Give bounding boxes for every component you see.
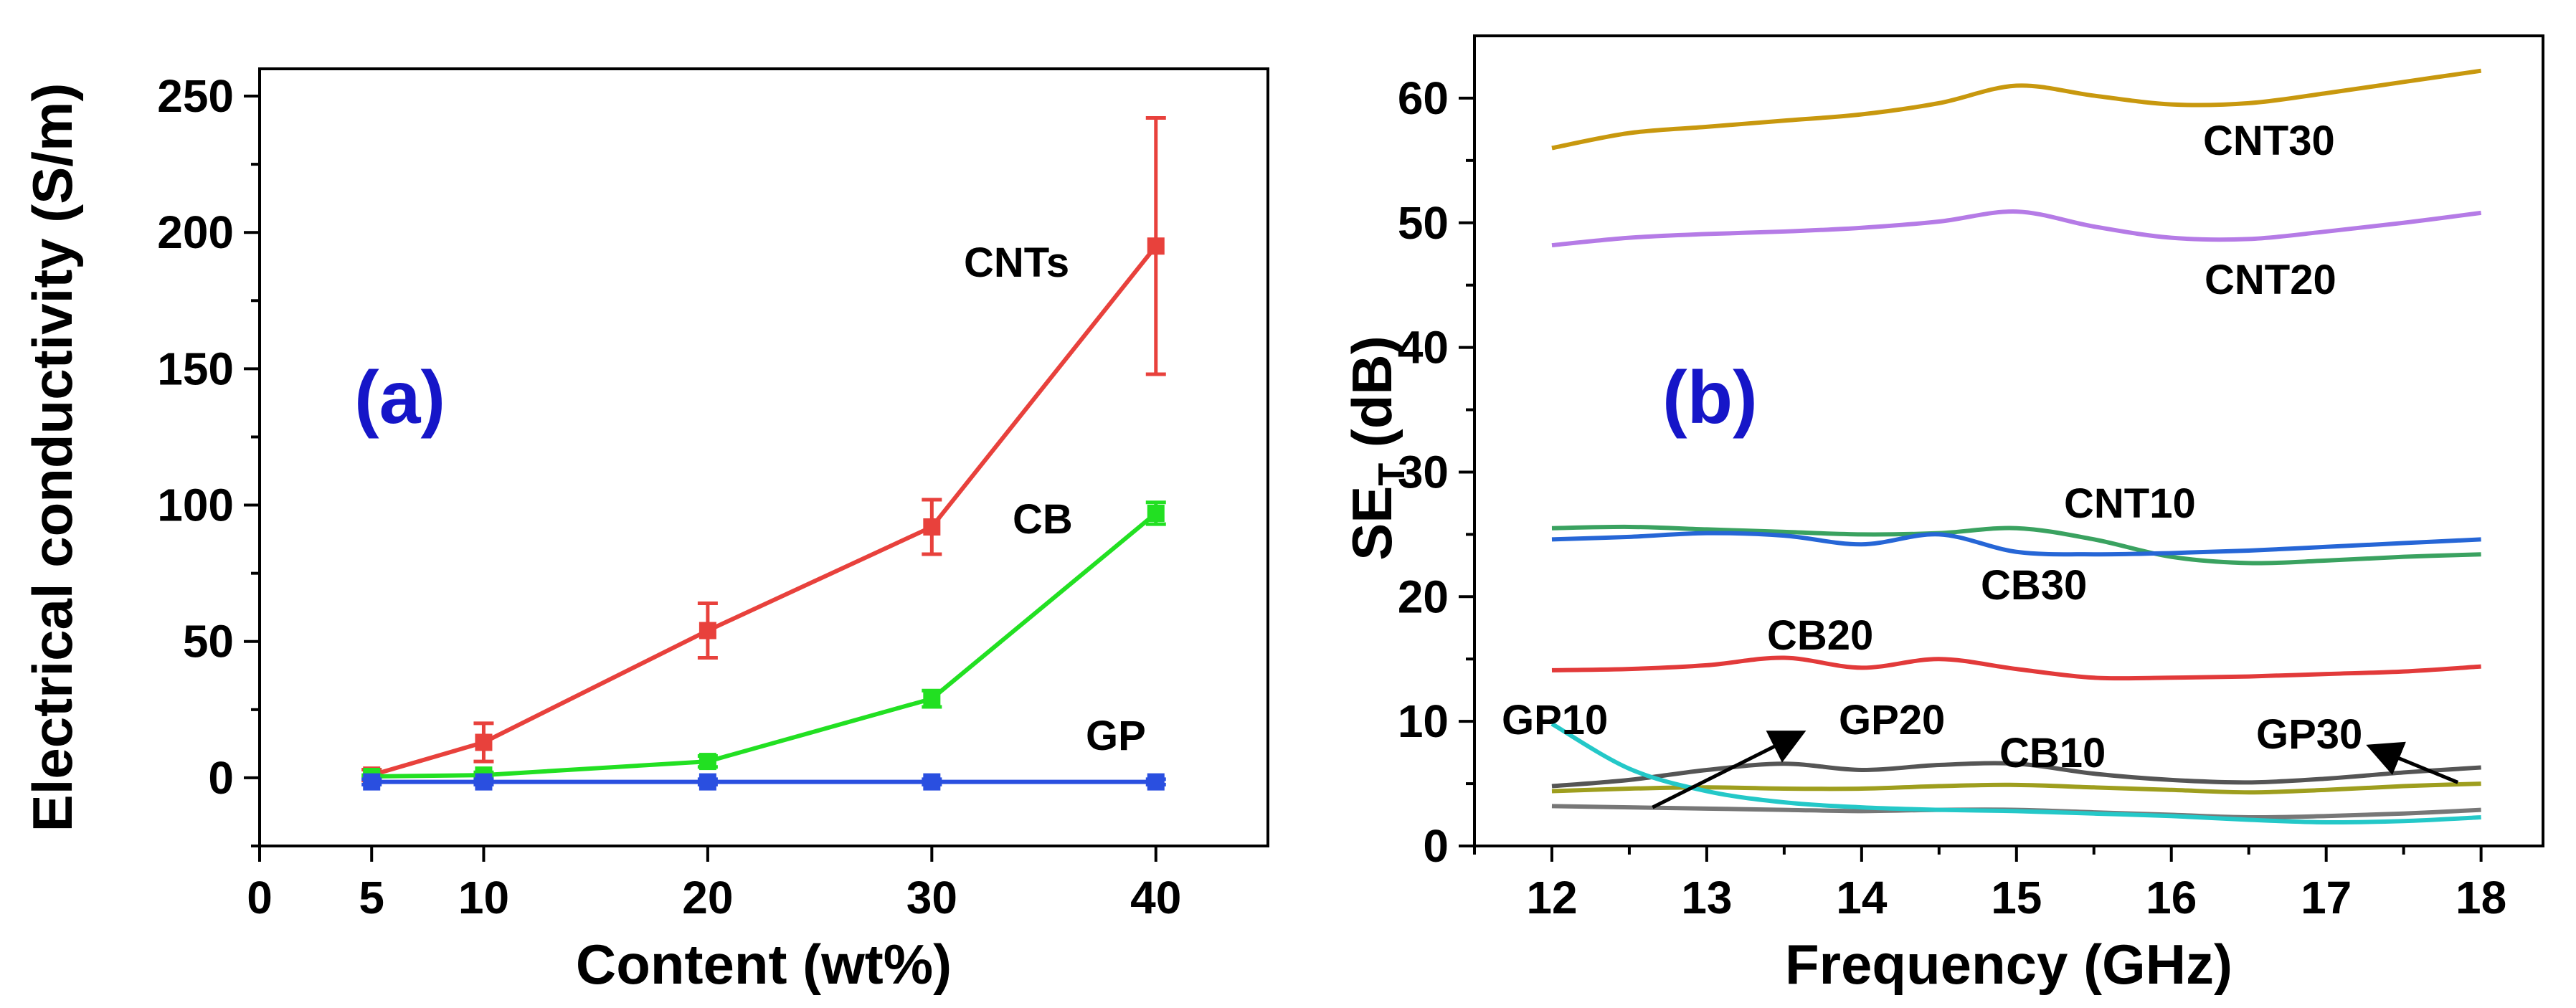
- series-line: [1551, 761, 2481, 789]
- x-axis-title: Content (wt%): [576, 933, 952, 996]
- panel-label: (b): [1662, 356, 1758, 439]
- series-cb30: CB30: [1551, 531, 2481, 609]
- x-tick-label: 17: [2301, 872, 2352, 923]
- series-cnts: CNTs: [361, 115, 1166, 784]
- x-tick-label: 15: [1991, 872, 2042, 923]
- plot-frame: [1473, 34, 2544, 847]
- data-point: [699, 622, 716, 639]
- series-label: CB20: [1767, 612, 1873, 659]
- data-point: [1147, 237, 1165, 255]
- y-axis-title: Electrical conductivity (S/m): [21, 83, 84, 832]
- panel-b-shielding-chart: 0 10 20 30 40 50 60 12 13 14 15 16 17 18 Frequency (GH…: [1340, 34, 2544, 996]
- y-tick-label: 10: [1398, 695, 1449, 747]
- x-tick-label: 30: [906, 872, 957, 923]
- x-tick-label: 40: [1130, 872, 1181, 923]
- y-tick-label: 40: [1398, 322, 1449, 374]
- data-point: [923, 773, 941, 791]
- series-line: [1551, 68, 2482, 151]
- series-line: [1551, 524, 2481, 566]
- x-tick-label: 0: [247, 872, 273, 923]
- series-cb: CB: [361, 496, 1166, 786]
- series-gp30: GP30: [1551, 711, 2481, 795]
- data-point: [1147, 504, 1165, 522]
- gp20-arrow: [1652, 731, 1806, 809]
- x-tick-label: 12: [1526, 872, 1577, 923]
- y-tick-label: 20: [1398, 571, 1449, 622]
- series-label: GP20: [1839, 697, 1945, 743]
- x-tick-label: 5: [359, 872, 384, 923]
- series-label: CB30: [1981, 562, 2087, 609]
- y-tick-label: 60: [1398, 72, 1449, 124]
- series-cb10: CB10: [1551, 730, 2481, 789]
- y-tick-label: 50: [1398, 197, 1449, 249]
- y-tick-label: 50: [183, 616, 234, 667]
- series-cb20: CB20: [1551, 612, 2481, 681]
- x-tick-label: 14: [1836, 872, 1888, 923]
- data-point: [699, 773, 716, 791]
- series-line: [1551, 531, 2481, 557]
- x-tick-label: 16: [2146, 872, 2197, 923]
- series-label: CNT20: [2205, 257, 2336, 303]
- y-axis-title-subscript: T: [1371, 463, 1413, 486]
- series-gp: GP: [361, 713, 1166, 791]
- data-point: [363, 773, 381, 791]
- y-tick-label: 0: [1423, 820, 1449, 872]
- y-tick-label: 150: [157, 343, 234, 394]
- series-label: CNTs: [964, 239, 1069, 286]
- data-point: [699, 753, 716, 771]
- series-cnt10: CNT10: [1551, 480, 2481, 566]
- series-line: [1551, 781, 2481, 795]
- x-tick-label: 13: [1681, 872, 1732, 923]
- series-line: [1551, 209, 2482, 248]
- y-tick-label: 200: [157, 206, 234, 258]
- gp30-arrow: [2366, 741, 2459, 784]
- series-gp10: GP10: [1502, 697, 2481, 825]
- y-tick-label: 100: [157, 480, 234, 531]
- data-point: [923, 518, 941, 536]
- x-tick-label: 10: [458, 872, 509, 923]
- series-line: [1551, 655, 2481, 681]
- panel-label: (a): [354, 356, 445, 439]
- y-axis-title-unit: (dB): [1340, 336, 1403, 463]
- series-label: GP: [1086, 713, 1146, 759]
- series-label: CB: [1013, 496, 1073, 543]
- x-tick-label: 18: [2456, 872, 2506, 923]
- y-tick-label: 250: [157, 70, 234, 122]
- data-point: [475, 773, 493, 791]
- data-point: [475, 733, 493, 751]
- series-line: [1550, 722, 2481, 825]
- series-label: CNT30: [2203, 118, 2335, 164]
- data-point: [923, 690, 941, 708]
- y-tick-label: 30: [1398, 446, 1449, 498]
- series-label: GP30: [2256, 711, 2362, 758]
- data-point: [1147, 773, 1165, 791]
- y-tick-label: 0: [208, 752, 234, 804]
- y-axis-title: SET (dB): [1340, 336, 1413, 560]
- series-label: CNT10: [2064, 480, 2196, 527]
- series-cnt30: CNT30: [1551, 68, 2482, 164]
- plot-frame: [258, 67, 1269, 847]
- panel-a-conductivity-chart: 0 50 100 150 200 250 0 5 10 20 30 40 Content (wt%) El…: [21, 67, 1269, 996]
- series-cnt20: CNT20: [1551, 209, 2482, 303]
- x-axis-title: Frequency (GHz): [1785, 933, 2232, 996]
- series-label: CB10: [1999, 730, 2106, 776]
- series-label: GP10: [1502, 697, 1608, 743]
- y-axis-title-main: SE: [1340, 486, 1403, 561]
- x-tick-label: 20: [682, 872, 733, 923]
